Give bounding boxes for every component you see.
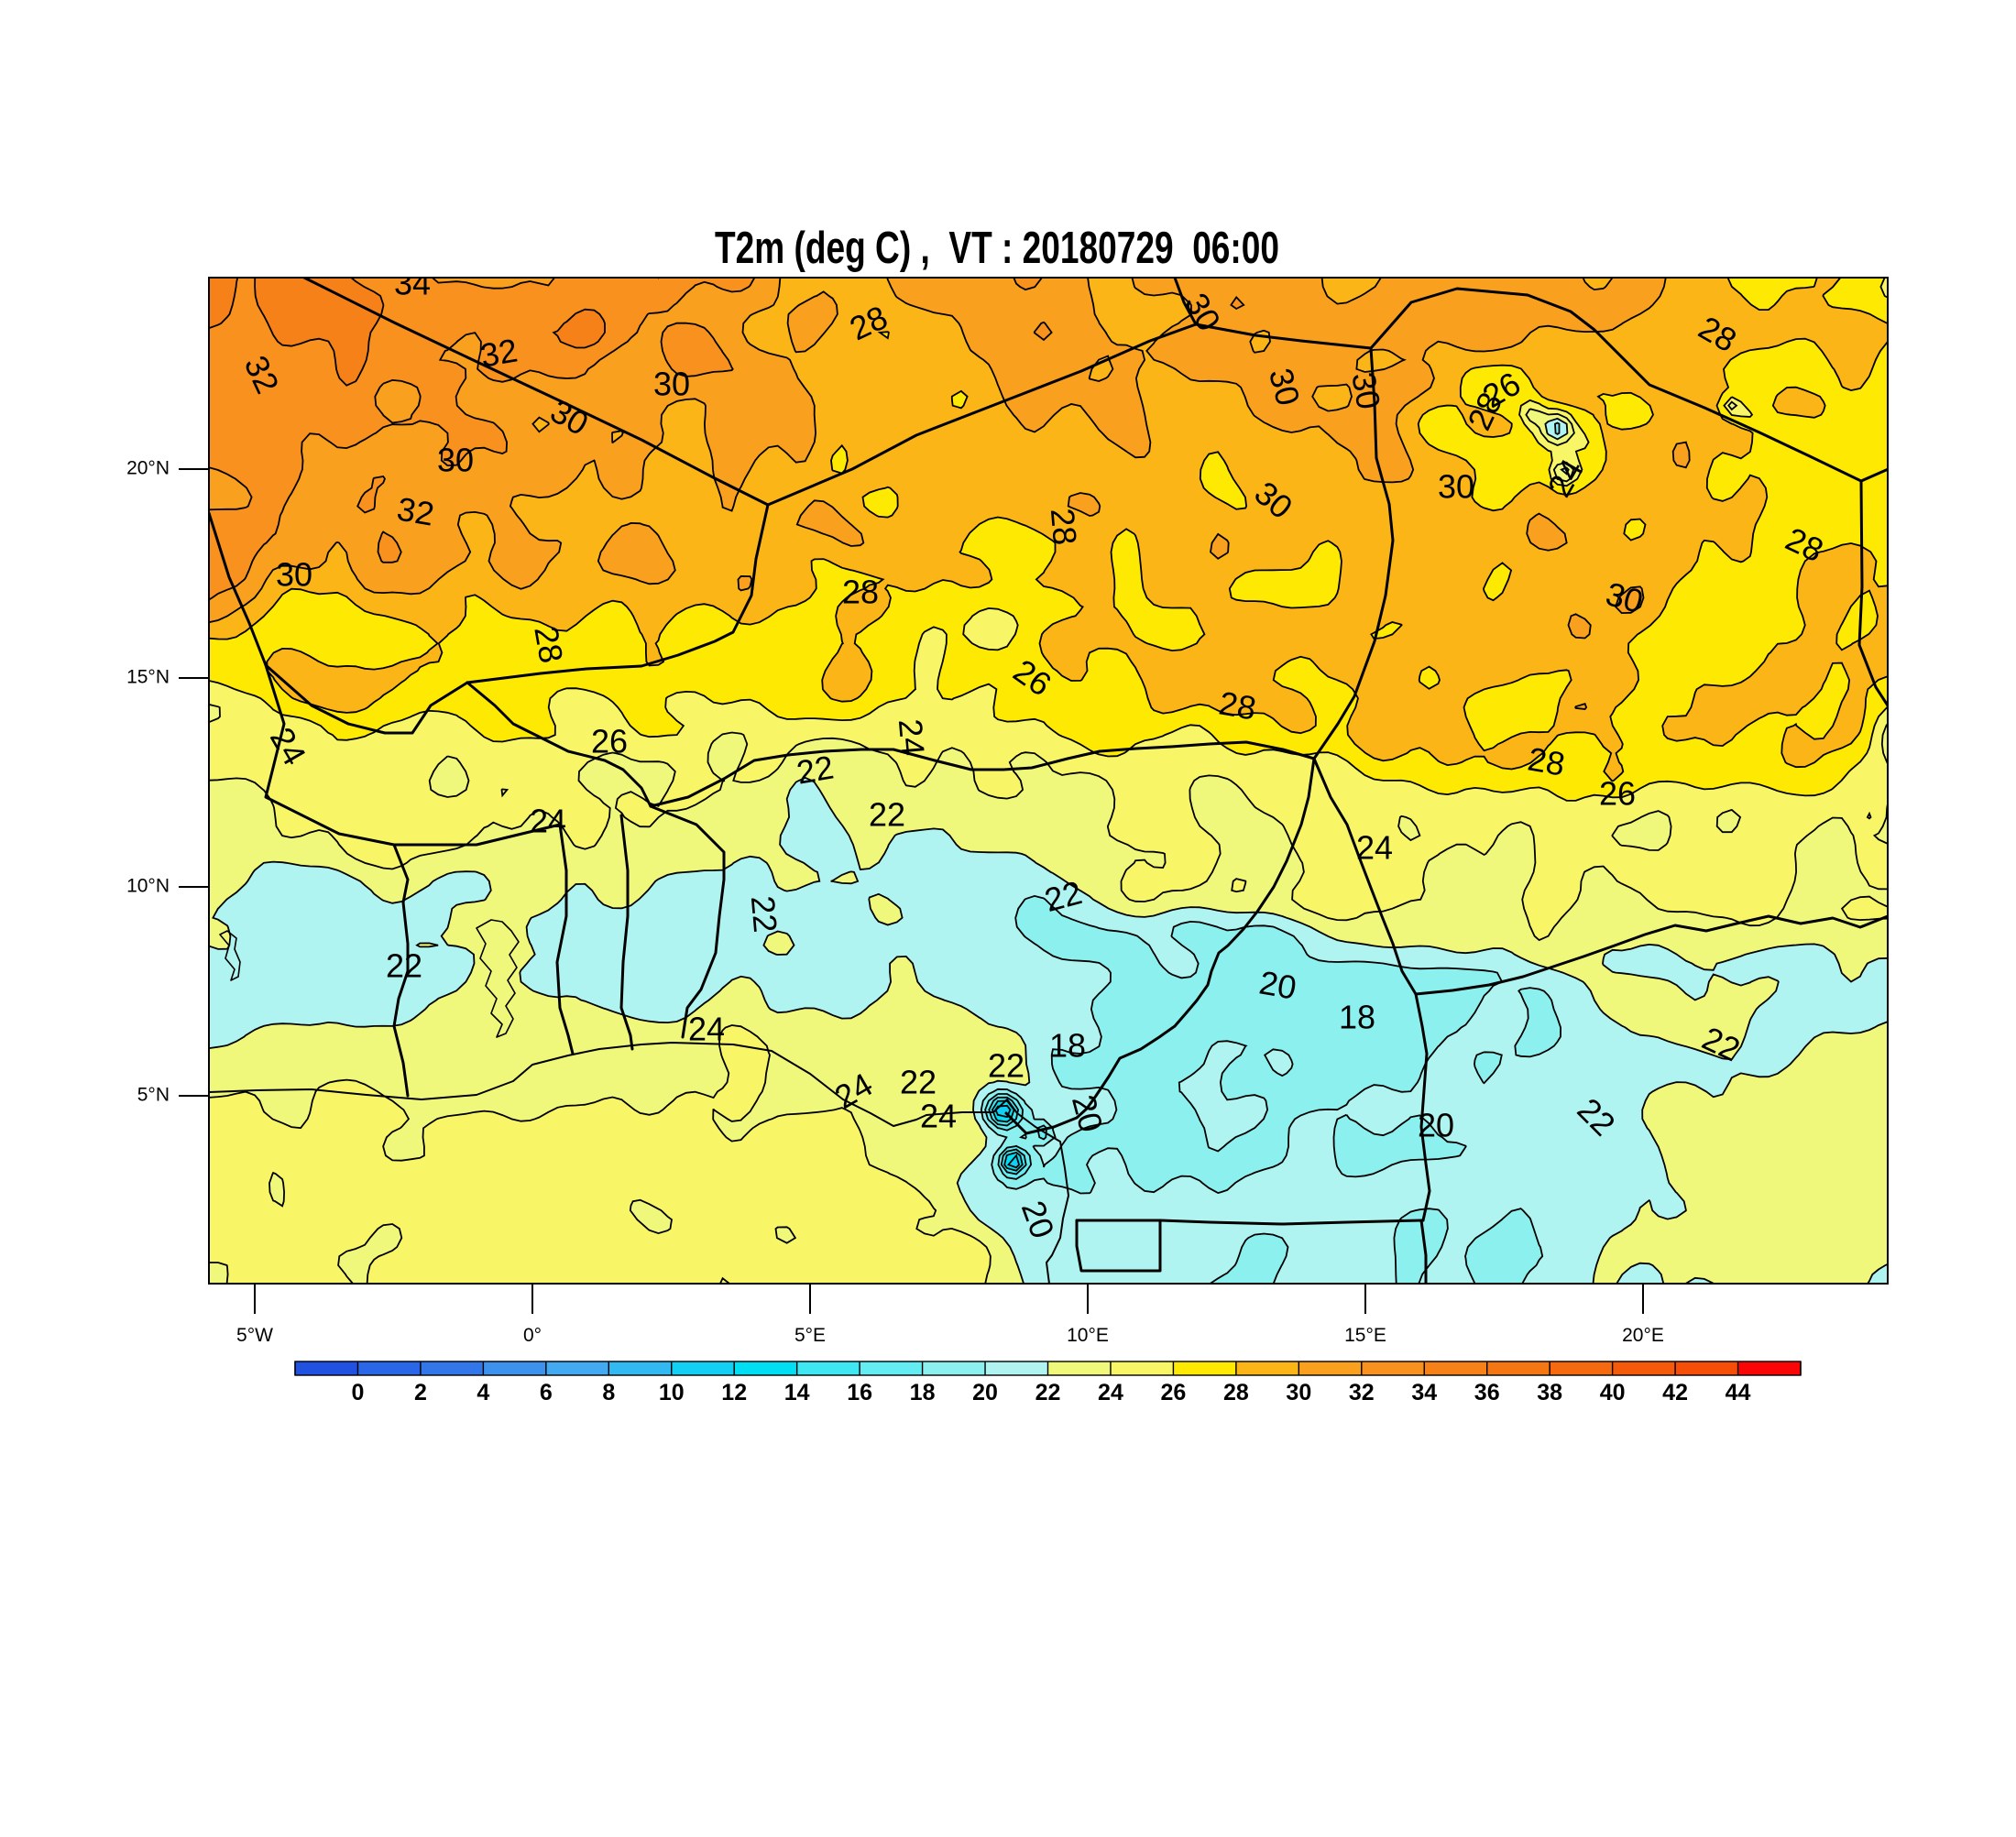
svg-text:42: 42 xyxy=(1662,1380,1688,1405)
svg-text:28: 28 xyxy=(1223,1380,1249,1405)
svg-text:28: 28 xyxy=(527,623,570,666)
svg-text:6: 6 xyxy=(540,1380,553,1405)
svg-text:18: 18 xyxy=(1049,1027,1086,1065)
svg-text:16: 16 xyxy=(847,1380,872,1405)
svg-text:20: 20 xyxy=(1256,963,1299,1006)
svg-text:24: 24 xyxy=(1356,829,1393,867)
svg-text:22: 22 xyxy=(794,748,837,791)
svg-text:15°N: 15°N xyxy=(126,667,170,688)
svg-text:40: 40 xyxy=(1600,1380,1626,1405)
svg-text:5°W: 5°W xyxy=(236,1325,273,1346)
svg-text:24: 24 xyxy=(1098,1380,1123,1405)
svg-text:24: 24 xyxy=(920,1098,957,1135)
svg-text:18: 18 xyxy=(1339,999,1375,1036)
svg-text:28: 28 xyxy=(1525,739,1568,782)
svg-text:0°: 0° xyxy=(523,1325,542,1346)
svg-text:10°E: 10°E xyxy=(1067,1325,1109,1346)
svg-text:28: 28 xyxy=(1044,507,1084,546)
svg-text:26: 26 xyxy=(1161,1380,1187,1405)
svg-text:32: 32 xyxy=(477,331,520,374)
svg-text:22: 22 xyxy=(869,796,905,834)
svg-text:22: 22 xyxy=(1035,1380,1061,1405)
svg-text:26: 26 xyxy=(591,723,628,760)
svg-text:32: 32 xyxy=(394,489,437,532)
svg-text:0: 0 xyxy=(352,1380,365,1405)
svg-text:26: 26 xyxy=(1599,775,1636,813)
svg-text:8: 8 xyxy=(602,1380,615,1405)
svg-text:38: 38 xyxy=(1537,1380,1562,1405)
svg-text:10°N: 10°N xyxy=(126,876,170,897)
svg-text:24: 24 xyxy=(892,717,932,757)
svg-text:T2m (deg C) , VT : 20180729: T2m (deg C) , VT : 20180729 06:00 xyxy=(715,224,1279,273)
svg-text:20°E: 20°E xyxy=(1622,1325,1664,1346)
svg-text:30: 30 xyxy=(1438,468,1474,506)
svg-text:30: 30 xyxy=(437,442,474,479)
svg-text:24: 24 xyxy=(530,803,566,840)
svg-text:28: 28 xyxy=(1216,683,1259,727)
svg-text:20: 20 xyxy=(972,1380,998,1405)
svg-text:34: 34 xyxy=(394,265,431,302)
svg-text:12: 12 xyxy=(721,1380,747,1405)
svg-text:2: 2 xyxy=(414,1380,427,1405)
svg-text:5°N: 5°N xyxy=(137,1085,170,1106)
svg-text:20°N: 20°N xyxy=(126,458,170,479)
svg-text:32: 32 xyxy=(1349,1380,1375,1405)
svg-text:30: 30 xyxy=(1286,1380,1311,1405)
svg-text:34: 34 xyxy=(1411,1380,1437,1405)
svg-text:20: 20 xyxy=(1418,1107,1454,1144)
svg-text:30: 30 xyxy=(1344,369,1387,412)
svg-text:30: 30 xyxy=(276,556,312,594)
svg-text:30: 30 xyxy=(653,366,690,403)
svg-text:15°E: 15°E xyxy=(1344,1325,1386,1346)
svg-text:14: 14 xyxy=(784,1380,810,1405)
svg-text:10: 10 xyxy=(659,1380,685,1405)
svg-text:24: 24 xyxy=(688,1011,725,1048)
svg-text:22: 22 xyxy=(386,947,422,985)
svg-text:4: 4 xyxy=(477,1380,489,1405)
svg-text:22: 22 xyxy=(988,1047,1024,1085)
svg-text:22: 22 xyxy=(900,1064,937,1101)
svg-text:44: 44 xyxy=(1726,1380,1751,1405)
svg-text:36: 36 xyxy=(1474,1380,1500,1405)
svg-text:18: 18 xyxy=(910,1380,936,1405)
svg-text:5°E: 5°E xyxy=(794,1325,826,1346)
svg-text:22: 22 xyxy=(744,894,784,934)
svg-text:28: 28 xyxy=(842,574,879,611)
